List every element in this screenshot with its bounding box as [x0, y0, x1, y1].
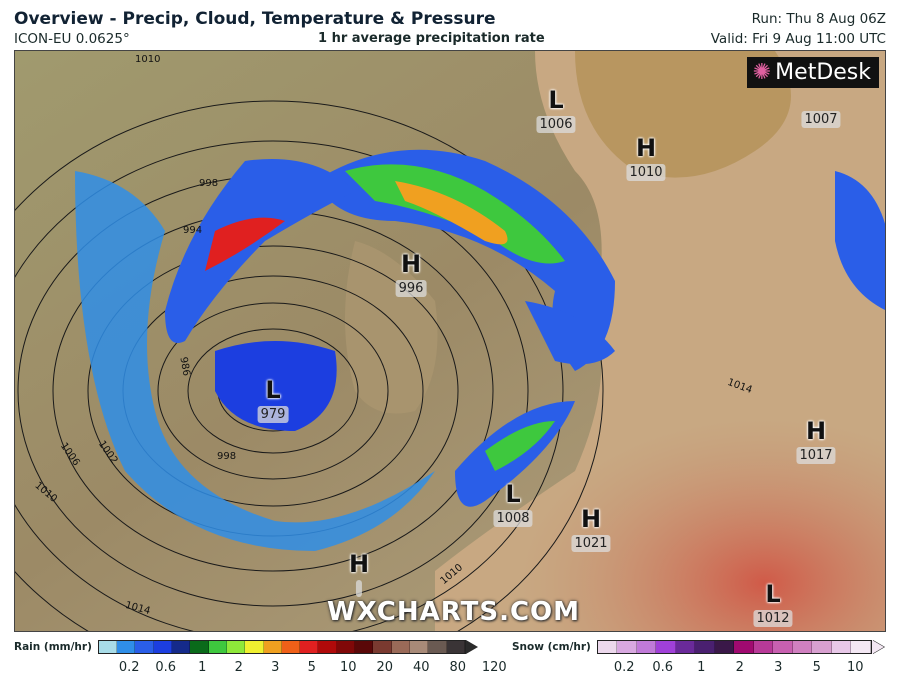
isobar-label: 994 [183, 225, 203, 236]
legend-tick: 0.2 [613, 660, 635, 675]
rain-ticks: 0.2 0.6 1 2 3 5 10 20 40 80 120 [111, 660, 513, 675]
colorbar-swatch [656, 641, 676, 653]
colorbar-swatch [373, 641, 392, 653]
isobar-label: 998 [199, 178, 219, 189]
colorbar-swatch [172, 641, 191, 653]
pressure-center: 1007 [801, 108, 841, 128]
legend-tick: 120 [481, 660, 507, 675]
colorbar-swatch [409, 641, 429, 653]
model-label: ICON-EU 0.0625° [14, 31, 130, 47]
metdesk-logo: ✺ MetDesk [746, 57, 879, 88]
legend-tick: 0.2 [118, 660, 140, 675]
subtitle: 1 hr average precipitation rate [318, 31, 545, 46]
isobar-label: 998 [217, 451, 237, 462]
colorbar-swatch [318, 641, 337, 653]
colorbar-swatch [245, 641, 264, 653]
colorbar-swatch [617, 641, 637, 653]
colorbar-swatch [428, 641, 447, 653]
isobar-label: 1010 [135, 54, 161, 65]
colorbar-arrow [871, 640, 884, 654]
legend-tick: 1 [697, 660, 706, 675]
colorbar-swatch [190, 641, 209, 653]
pressure-center-high: H 996 [395, 251, 427, 297]
colorbar-swatch [208, 641, 227, 653]
colorbar-swatch [446, 641, 465, 653]
colorbar-swatch [300, 641, 319, 653]
pressure-center-high: H 1010 [626, 135, 666, 181]
pressure-center-high: H 1017 [796, 418, 836, 464]
legend-tick: 3 [271, 660, 280, 675]
run-time: Run: Thu 8 Aug 06Z [751, 11, 886, 27]
colorbar-swatch [675, 641, 696, 653]
legend-tick: 10 [339, 660, 357, 675]
legend-tick: 40 [412, 660, 430, 675]
legend-tick: 20 [376, 660, 394, 675]
legend-tick: 2 [234, 660, 243, 675]
colorbar-swatch [391, 641, 410, 653]
colorbar-swatch [792, 641, 813, 653]
valid-time: Valid: Fri 9 Aug 11:00 UTC [710, 31, 886, 47]
colorbar-arrow [465, 640, 478, 654]
precip-areas [75, 149, 885, 551]
pressure-center-low: L 1012 [753, 581, 793, 627]
snow-ticks: 0.2 0.6 1 2 3 5 10 [605, 660, 875, 675]
weather-map: L 1006 H 1010 1007 H 996 L 979 H 1017 L 1008 H… [14, 50, 886, 632]
colorbar-swatch [263, 641, 282, 653]
pressure-center-high: H [349, 551, 369, 597]
colorbar-swatch [355, 641, 374, 653]
colorbar-swatch [851, 641, 871, 653]
legend-tick: 5 [307, 660, 316, 675]
pressure-center-low: L 1008 [493, 481, 533, 527]
colorbar-swatch [831, 641, 852, 653]
pressure-center-low: L 1006 [536, 87, 576, 133]
watermark: WXCHARTS.COM [327, 597, 581, 627]
colorbar-swatch [753, 641, 774, 653]
colorbar-swatch [597, 641, 618, 653]
map-background [15, 51, 885, 631]
colorbar-swatch [773, 641, 793, 653]
legend-tick: 3 [774, 660, 783, 675]
colorbar-swatch [695, 641, 715, 653]
pressure-center-high: H 1021 [571, 506, 611, 552]
chart-title: Overview - Precip, Cloud, Temperature & … [14, 9, 496, 29]
rain-legend: Rain (mm/hr) [14, 640, 478, 654]
colorbar-swatch [636, 641, 657, 653]
colorbar-swatch [714, 641, 735, 653]
legend-tick: 0.6 [155, 660, 177, 675]
legend-tick: 1 [198, 660, 207, 675]
snow-legend: Snow (cm/hr) [512, 640, 884, 654]
colorbar-swatch [734, 641, 754, 653]
pressure-center-low: L 979 [257, 377, 289, 423]
rain-legend-label: Rain (mm/hr) [14, 641, 92, 653]
colorbar-swatch [281, 641, 301, 653]
colorbar-swatch [812, 641, 832, 653]
legend-tick: 0.6 [652, 660, 674, 675]
colorbar-swatch [117, 641, 136, 653]
legend-tick: 5 [812, 660, 821, 675]
logo-icon: ✺ [752, 60, 772, 85]
colorbar-swatch [135, 641, 154, 653]
colorbar-swatch [336, 641, 356, 653]
colorbar-swatch [153, 641, 173, 653]
colorbar-swatch [226, 641, 246, 653]
snow-legend-label: Snow (cm/hr) [512, 641, 591, 653]
legend-tick: 2 [735, 660, 744, 675]
legend-tick: 80 [449, 660, 467, 675]
snow-colorbar [596, 640, 872, 654]
legend-tick: 10 [846, 660, 864, 675]
colorbar-swatch [98, 641, 118, 653]
rain-colorbar [97, 640, 466, 654]
scandinavia [575, 51, 791, 178]
